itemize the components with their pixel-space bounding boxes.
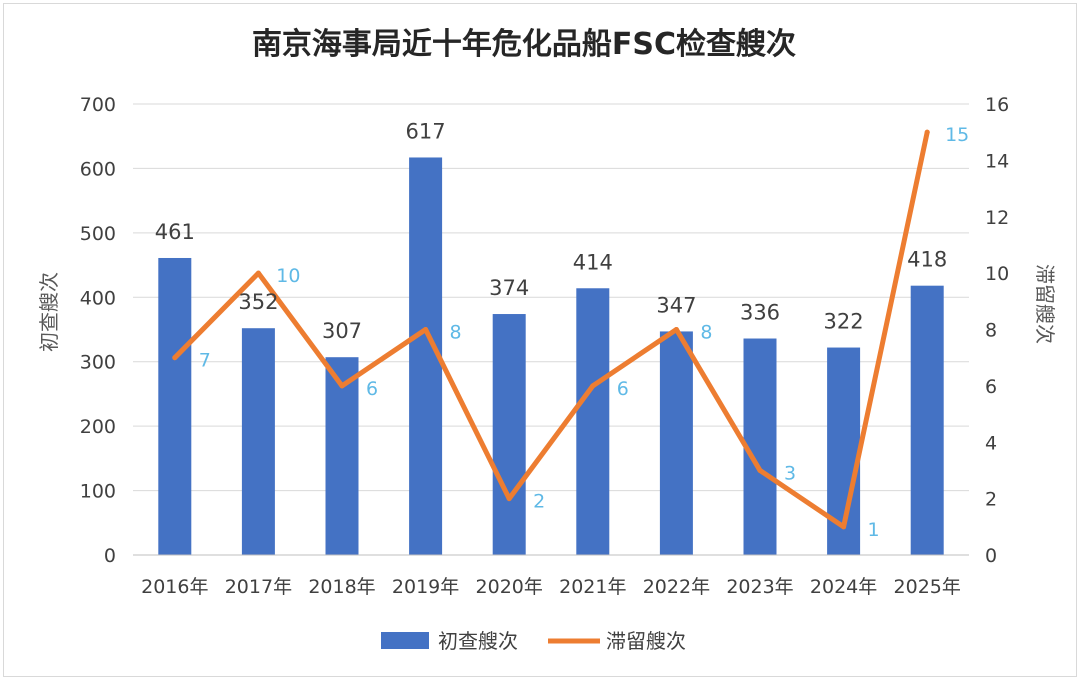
bar-value-label: 374 bbox=[489, 276, 529, 300]
line-value-label: 10 bbox=[276, 265, 300, 287]
y-axis-title: 初查艘次 bbox=[37, 272, 61, 352]
chart-frame: 南京海事局近十年危化品船FSC检查艘次 461 352 307 617 374 414 34… bbox=[3, 3, 1077, 677]
line-path bbox=[172, 129, 930, 530]
legend-bar-label: 初查艘次 bbox=[438, 629, 518, 653]
legend-bar-swatch bbox=[381, 632, 429, 649]
y2-tick-label: 0 bbox=[985, 545, 997, 567]
line-value-label: 6 bbox=[366, 378, 378, 400]
line-value-label: 2 bbox=[533, 491, 545, 513]
x-tick-label: 2019年 bbox=[392, 576, 459, 598]
line-value-label: 8 bbox=[450, 322, 462, 344]
y-tick-label: 700 bbox=[80, 94, 116, 116]
line-value-label: 1 bbox=[868, 519, 880, 541]
bar-value-label: 414 bbox=[573, 250, 613, 274]
y2-tick-label: 10 bbox=[985, 263, 1009, 285]
y-tick-label: 300 bbox=[80, 352, 116, 374]
line-series bbox=[172, 129, 930, 530]
bar-series bbox=[158, 157, 944, 555]
line-value-label: 15 bbox=[945, 124, 969, 146]
bar bbox=[492, 314, 526, 555]
chart-title: 南京海事局近十年危化品船FSC检查艘次 bbox=[252, 27, 796, 62]
y2-tick-label: 16 bbox=[985, 94, 1009, 116]
x-tick-label: 2025年 bbox=[894, 576, 961, 598]
bar-value-label: 352 bbox=[238, 290, 278, 314]
y2-axis-title: 滞留艘次 bbox=[1033, 264, 1057, 344]
line-point bbox=[757, 467, 763, 473]
bar-value-label: 322 bbox=[824, 310, 864, 334]
y-tick-label: 600 bbox=[80, 158, 116, 180]
line-point bbox=[590, 383, 596, 389]
y-tick-label: 400 bbox=[80, 287, 116, 309]
line-point bbox=[172, 355, 178, 361]
line-point bbox=[924, 129, 930, 135]
line-point bbox=[841, 524, 847, 530]
line-point bbox=[506, 496, 512, 502]
x-tick-label: 2022年 bbox=[643, 576, 710, 598]
bar bbox=[910, 285, 944, 555]
bar bbox=[659, 331, 693, 555]
bar-value-label: 307 bbox=[322, 319, 362, 343]
bar bbox=[158, 257, 192, 555]
y-tick-label: 100 bbox=[80, 481, 116, 503]
y2-tick-label: 2 bbox=[985, 489, 997, 511]
y2-tick-label: 8 bbox=[985, 320, 997, 342]
line-value-label: 8 bbox=[700, 322, 712, 344]
bar-value-label: 347 bbox=[656, 293, 696, 317]
line-point bbox=[255, 270, 261, 276]
bar bbox=[325, 357, 359, 555]
bar bbox=[743, 338, 777, 555]
x-tick-label: 2024年 bbox=[810, 576, 877, 598]
y2-tick-label: 14 bbox=[985, 150, 1009, 172]
y-tick-label: 0 bbox=[104, 545, 116, 567]
bar-value-label: 418 bbox=[907, 248, 947, 272]
line-value-label: 7 bbox=[199, 350, 211, 372]
bar-value-label: 461 bbox=[155, 220, 195, 244]
bar-value-label: 617 bbox=[406, 119, 446, 143]
y2-tick-label: 4 bbox=[985, 432, 997, 454]
x-tick-label: 2020年 bbox=[476, 576, 543, 598]
x-tick-label: 2018年 bbox=[308, 576, 375, 598]
line-value-label: 3 bbox=[784, 462, 796, 484]
bar bbox=[241, 328, 275, 555]
x-tick-label: 2023年 bbox=[726, 576, 793, 598]
data-labels: 461 352 307 617 374 414 347 336 322 418 7 10 6 8 2 6 8 3 1… bbox=[155, 119, 970, 540]
line-point bbox=[339, 383, 345, 389]
line-point bbox=[423, 327, 429, 332]
y2-tick-label: 6 bbox=[985, 376, 997, 398]
x-tick-label: 2016年 bbox=[141, 576, 208, 598]
legend-line-label: 滞留艘次 bbox=[606, 629, 686, 653]
x-tick-label: 2017年 bbox=[225, 576, 292, 598]
bar bbox=[576, 288, 610, 555]
bar-value-label: 336 bbox=[740, 301, 780, 325]
axes: 010020030040050060070002468101214162016年… bbox=[80, 94, 1009, 598]
y-tick-label: 200 bbox=[80, 416, 116, 438]
line-point bbox=[673, 327, 679, 332]
y-tick-label: 500 bbox=[80, 223, 116, 245]
chart: 南京海事局近十年危化品船FSC检查艘次 46135230761737441434… bbox=[37, 27, 1057, 653]
legend: 初查艘次 滞留艘次 bbox=[381, 629, 686, 653]
x-tick-label: 2021年 bbox=[559, 576, 626, 598]
y2-tick-label: 12 bbox=[985, 207, 1009, 229]
line-value-label: 6 bbox=[617, 378, 629, 400]
